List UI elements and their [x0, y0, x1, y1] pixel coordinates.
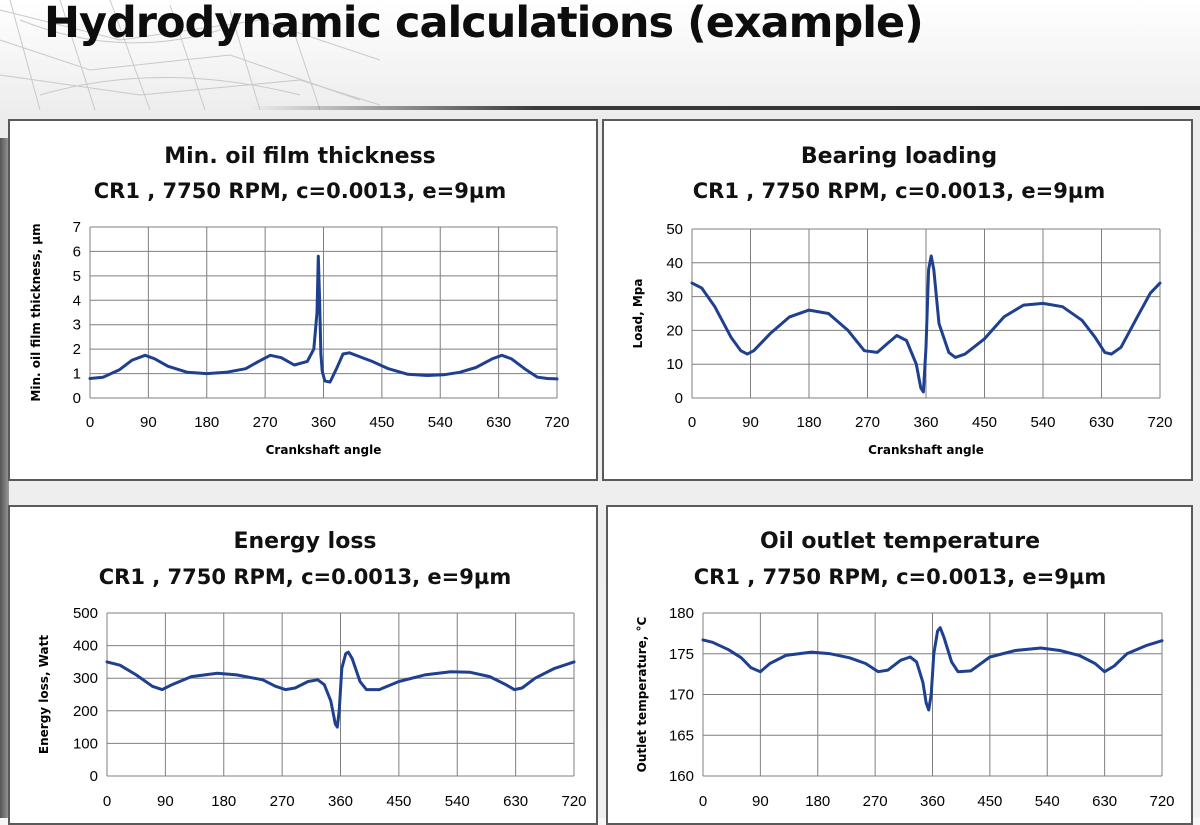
- x-tick-label: 630: [486, 414, 511, 431]
- slide-edge-shadow: [0, 138, 9, 818]
- y-axis-label: Outlet temperature, °C: [635, 616, 649, 772]
- x-tick-label: 180: [805, 793, 830, 810]
- y-tick-label: 170: [669, 687, 694, 704]
- x-tick-label: 270: [253, 414, 278, 431]
- chart-subtitle: CR1 , 7750 RPM, c=0.0013, e=9µm: [94, 179, 506, 203]
- series-line: [88, 254, 559, 384]
- y-axis-label: Min. oil film thickness, µm: [29, 223, 43, 401]
- x-tick-label: 90: [140, 414, 157, 431]
- x-tick-label: 630: [1089, 414, 1114, 431]
- x-tick-label: 360: [328, 793, 353, 810]
- y-tick-label: 5: [73, 268, 81, 285]
- y-axis-label: Load, Mpa: [631, 279, 645, 349]
- chart-subtitle: CR1 , 7750 RPM, c=0.0013, e=9µm: [99, 565, 511, 589]
- y-tick-label: 50: [666, 221, 683, 238]
- x-tick-label: 180: [194, 414, 219, 431]
- chart-min-oil-film-thickness: Min. oil film thickness CR1 , 7750 RPM, c…: [29, 144, 570, 457]
- y-axis-label: Energy loss, Watt: [37, 635, 51, 754]
- x-tick-label: 0: [86, 414, 94, 431]
- series-line: [105, 650, 576, 729]
- x-tick-label: 0: [699, 793, 707, 810]
- x-axis-label: Crankshaft angle: [266, 443, 382, 457]
- x-tick-label: 540: [1030, 414, 1055, 431]
- x-tick-label: 360: [920, 793, 945, 810]
- x-tick-label: 360: [913, 414, 938, 431]
- y-tick-label: 0: [675, 390, 683, 407]
- y-tick-label: 4: [73, 292, 81, 309]
- chart-title: Bearing loading: [801, 144, 997, 169]
- y-tick-label: 7: [73, 219, 81, 236]
- x-tick-label: 630: [503, 793, 528, 810]
- chart-title: Min. oil film thickness: [164, 144, 436, 169]
- y-tick-label: 1: [73, 366, 81, 383]
- y-tick-label: 3: [73, 317, 81, 334]
- x-tick-label: 720: [544, 414, 569, 431]
- x-tick-label: 0: [103, 793, 111, 810]
- x-tick-label: 450: [369, 414, 394, 431]
- chart-subtitle: CR1 , 7750 RPM, c=0.0013, e=9µm: [694, 565, 1106, 589]
- x-tick-label: 720: [1147, 414, 1172, 431]
- y-tick-label: 40: [666, 255, 683, 272]
- y-tick-label: 2: [73, 341, 81, 358]
- x-tick-label: 450: [977, 793, 1002, 810]
- y-tick-label: 10: [666, 356, 683, 373]
- x-tick-label: 540: [1035, 793, 1060, 810]
- chart-panel-energy-loss: Energy loss CR1 , 7750 RPM, c=0.0013, e=9…: [8, 505, 598, 825]
- slide-header: Hydrodynamic calculations (example): [0, 0, 1200, 112]
- chart-panel-bearing-loading: Bearing loading CR1 , 7750 RPM, c=0.0013,…: [602, 119, 1193, 481]
- x-tick-label: 90: [157, 793, 174, 810]
- x-tick-label: 0: [688, 414, 696, 431]
- chart-title: Oil outlet temperature: [760, 529, 1040, 554]
- y-tick-label: 20: [666, 322, 683, 339]
- x-tick-label: 180: [211, 793, 236, 810]
- y-tick-label: 100: [73, 735, 98, 752]
- x-tick-label: 270: [863, 793, 888, 810]
- chart-energy-loss: Energy loss CR1 , 7750 RPM, c=0.0013, e=9…: [37, 529, 587, 810]
- x-tick-label: 630: [1092, 793, 1117, 810]
- y-tick-label: 180: [669, 605, 694, 622]
- y-tick-label: 0: [90, 768, 98, 785]
- x-tick-label: 270: [270, 793, 295, 810]
- y-tick-label: 200: [73, 703, 98, 720]
- x-tick-label: 540: [445, 793, 470, 810]
- series-line: [690, 254, 1162, 394]
- title-underline: [250, 106, 1200, 110]
- chart-subtitle: CR1 , 7750 RPM, c=0.0013, e=9µm: [693, 179, 1105, 203]
- chart-title: Energy loss: [233, 529, 376, 554]
- x-tick-label: 450: [972, 414, 997, 431]
- x-tick-label: 90: [752, 793, 769, 810]
- x-axis-label: Crankshaft angle: [868, 443, 984, 457]
- y-tick-label: 165: [669, 727, 694, 744]
- series-line: [701, 626, 1164, 712]
- y-tick-label: 500: [73, 605, 98, 622]
- x-tick-label: 540: [428, 414, 453, 431]
- x-tick-label: 360: [311, 414, 336, 431]
- y-tick-label: 30: [666, 289, 683, 306]
- y-tick-label: 6: [73, 243, 81, 260]
- y-tick-label: 300: [73, 670, 98, 687]
- x-tick-label: 270: [855, 414, 880, 431]
- x-tick-label: 720: [561, 793, 586, 810]
- x-tick-label: 450: [386, 793, 411, 810]
- y-tick-label: 160: [669, 768, 694, 785]
- chart-oil-outlet-temperature: Oil outlet temperature CR1 , 7750 RPM, c=…: [635, 529, 1175, 810]
- chart-panel-oil-outlet-temperature: Oil outlet temperature CR1 , 7750 RPM, c=…: [606, 505, 1193, 825]
- decorative-wireframe: [0, 0, 380, 111]
- chart-panel-min-oil-film-thickness: Min. oil film thickness CR1 , 7750 RPM, c…: [8, 119, 598, 481]
- chart-bearing-loading: Bearing loading CR1 , 7750 RPM, c=0.0013,…: [631, 144, 1173, 457]
- x-tick-label: 180: [796, 414, 821, 431]
- y-tick-label: 400: [73, 638, 98, 655]
- slide-title: Hydrodynamic calculations (example): [44, 0, 924, 48]
- x-tick-label: 720: [1149, 793, 1174, 810]
- y-tick-label: 175: [669, 646, 694, 663]
- x-tick-label: 90: [742, 414, 759, 431]
- y-tick-label: 0: [73, 390, 81, 407]
